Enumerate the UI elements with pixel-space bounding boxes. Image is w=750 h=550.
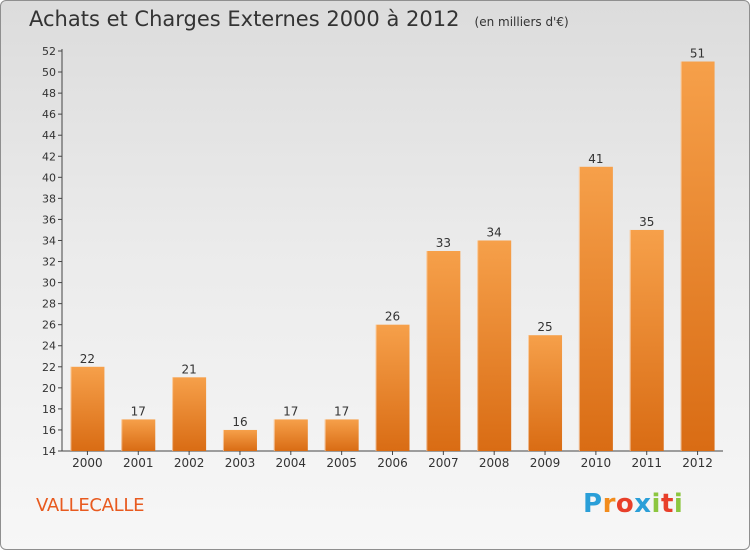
- x-tick-label: 2007: [428, 456, 459, 470]
- logo-letter: i: [673, 489, 684, 519]
- logo-letter: o: [615, 489, 635, 519]
- y-tick-label: 24: [42, 340, 56, 353]
- bar: [578, 166, 613, 451]
- y-tick-label: 30: [42, 277, 56, 290]
- value-labels: 22 17 21 16 17 17 26 33 34 25 41 35 51: [80, 47, 705, 429]
- value-label: 26: [385, 310, 400, 324]
- x-tick-label: 2009: [530, 456, 561, 470]
- value-label: 34: [487, 225, 502, 239]
- x-tick-label: 2012: [682, 456, 713, 470]
- x-tick-label: 2003: [225, 456, 256, 470]
- bars: [70, 61, 715, 452]
- y-tick-label: 50: [42, 66, 56, 79]
- y-tick-label: 14: [42, 445, 56, 458]
- x-tick-label: 2006: [377, 456, 408, 470]
- y-tick-label: 36: [42, 213, 56, 226]
- value-label: 35: [639, 215, 654, 229]
- y-tick-label: 18: [42, 403, 56, 416]
- bar: [477, 240, 512, 451]
- y-tick-label: 22: [42, 361, 56, 374]
- y-tick-label: 48: [42, 87, 56, 100]
- y-tick-label: 52: [42, 45, 56, 58]
- chart-title: Achats et Charges Externes 2000 à 2012: [29, 7, 460, 31]
- logo-letter: x: [634, 489, 652, 519]
- x-tick-label: 2004: [276, 456, 307, 470]
- y-tick-label: 34: [42, 234, 56, 247]
- x-tick-label: 2000: [72, 456, 103, 470]
- axes: 14 16 18 20 22 24 26 28 30 32 34 36 38 40 42 44 46 48 50 52…: [42, 45, 723, 470]
- bar: [172, 377, 207, 451]
- y-tick-label: 46: [42, 108, 56, 121]
- x-tick-label: 2005: [326, 456, 357, 470]
- x-tick-label: 2008: [479, 456, 510, 470]
- logo-letter: t: [660, 489, 674, 519]
- bar: [324, 419, 359, 451]
- y-tick-label: 20: [42, 382, 56, 395]
- chart-unit: (en milliers d'€): [474, 15, 569, 29]
- value-label: 17: [131, 404, 146, 418]
- bar: [121, 419, 156, 451]
- y-tick-label: 16: [42, 424, 56, 437]
- value-label: 33: [436, 236, 451, 250]
- y-tick-label: 28: [42, 298, 56, 311]
- y-tick-label: 26: [42, 319, 56, 332]
- bar: [680, 61, 715, 452]
- x-tick-label: 2002: [174, 456, 205, 470]
- bar: [375, 324, 410, 451]
- logo-letter: P: [583, 489, 603, 519]
- y-tick-label: 40: [42, 171, 56, 184]
- bar: [528, 335, 563, 451]
- chart-title-block: Achats et Charges Externes 2000 à 2012 (…: [29, 7, 569, 31]
- value-label: 51: [690, 47, 705, 61]
- y-tick-label: 32: [42, 256, 56, 269]
- bar: [426, 251, 461, 451]
- value-label: 22: [80, 352, 95, 366]
- x-tick-label: 2010: [581, 456, 612, 470]
- value-label: 17: [283, 404, 298, 418]
- bar: [629, 229, 664, 451]
- x-tick-label: 2011: [631, 456, 662, 470]
- value-label: 41: [588, 152, 603, 166]
- value-label: 25: [537, 320, 552, 334]
- commune-name: VALLECALLE: [36, 495, 145, 516]
- y-tick-label: 44: [42, 129, 56, 142]
- y-tick-label: 42: [42, 150, 56, 163]
- value-label: 17: [334, 404, 349, 418]
- logo-letter: r: [602, 489, 616, 519]
- bar: [70, 366, 105, 451]
- x-tick-label: 2001: [123, 456, 154, 470]
- logo-letter: i: [651, 489, 661, 519]
- bar: [222, 429, 257, 451]
- value-label: 21: [181, 362, 196, 376]
- proxiti-logo: Proxiti: [583, 489, 683, 519]
- y-tick-label: 38: [42, 192, 56, 205]
- value-label: 16: [232, 415, 247, 429]
- bar: [273, 419, 308, 451]
